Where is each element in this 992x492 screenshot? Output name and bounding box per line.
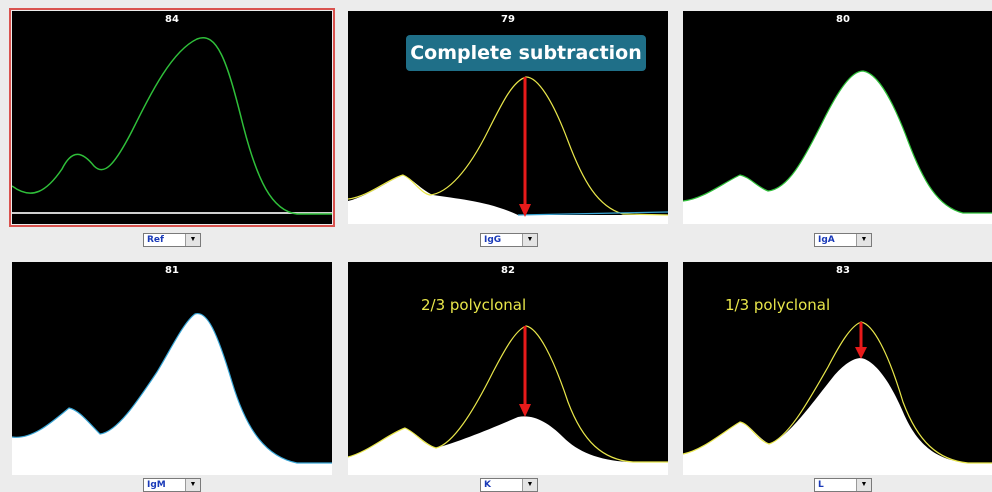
selector-label: IgG [484,235,502,245]
k-arrow-head [519,404,531,417]
chevron-down-icon[interactable]: ▼ [856,234,871,246]
k-curve [348,325,668,463]
igg-curve [348,76,668,216]
selector-l[interactable]: L ▼ [814,478,872,492]
panel-l[interactable]: 83 [683,262,992,475]
igg-fill [348,175,668,224]
igg-plot [348,76,668,224]
panel-k[interactable]: 82 [348,262,668,475]
panel-number: 81 [165,265,179,276]
selector-label: K [484,480,491,490]
selector-k[interactable]: K ▼ [480,478,538,492]
selector-label: Ref [147,235,164,245]
selector-iga[interactable]: IgA ▼ [814,233,872,247]
selector-label: L [818,480,824,490]
chevron-down-icon[interactable]: ▼ [522,234,537,246]
selector-label: IgA [818,235,835,245]
selector-igm[interactable]: IgM ▼ [143,478,201,492]
igm-fill [12,313,332,475]
igg-arrow-head [519,204,531,217]
panel-number: 79 [501,14,515,25]
ref-plot [12,37,332,224]
iga-plot [683,70,992,224]
l-annotation: 1/3 polyclonal [725,296,831,314]
igm-plot [12,312,332,475]
k-plot [348,325,668,475]
chevron-down-icon[interactable]: ▼ [856,479,871,491]
panel-iga[interactable]: 80 [683,11,992,224]
panel-number: 84 [165,14,179,25]
complete-subtraction-callout: Complete subtraction [406,35,646,71]
panel-ref[interactable]: 84 [9,8,335,227]
igm-curve [12,312,332,464]
panel-number: 82 [501,265,515,276]
iga-curve [683,70,992,214]
l-plot [683,321,992,475]
panel-number: 80 [836,14,850,25]
chevron-down-icon[interactable]: ▼ [185,234,200,246]
l-curve [683,321,992,464]
k-fill [348,416,668,475]
iga-fill [683,71,992,224]
selector-ref[interactable]: Ref ▼ [143,233,201,247]
selector-igg[interactable]: IgG ▼ [480,233,538,247]
l-arrow-head [855,347,867,359]
k-annotation: 2/3 polyclonal [421,296,527,314]
chevron-down-icon[interactable]: ▼ [522,479,537,491]
selector-label: IgM [147,480,166,490]
panel-number: 83 [836,265,850,276]
l-fill [683,358,992,475]
ref-curve [12,37,332,215]
chevron-down-icon[interactable]: ▼ [185,479,200,491]
panel-igm[interactable]: 81 [12,262,332,475]
